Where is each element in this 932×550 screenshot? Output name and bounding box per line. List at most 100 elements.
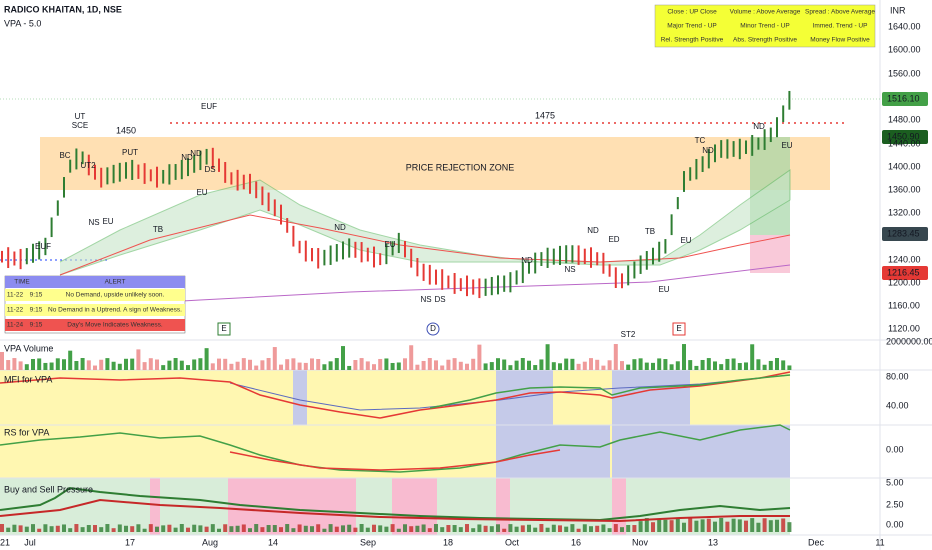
signal-label: SCE <box>72 121 88 130</box>
alert-cell: 9:15 <box>30 292 43 299</box>
info-cell: Rel. Strength Positive <box>661 37 724 44</box>
volume-bar <box>310 358 314 370</box>
volume-bar <box>527 360 531 370</box>
pressure-bar <box>0 524 4 532</box>
event-marker <box>217 322 231 336</box>
volume-bar <box>266 358 271 370</box>
volume-bar <box>675 361 680 370</box>
pressure-bar <box>558 525 562 532</box>
volume-bar <box>545 344 550 370</box>
signal-label: ND <box>587 226 599 235</box>
pressure-bar <box>161 525 166 532</box>
pressure-bar <box>68 528 73 532</box>
volume-bar <box>496 358 500 370</box>
x-tick-label: 14 <box>268 537 278 547</box>
info-table-bg <box>654 4 876 48</box>
pressure-bar <box>415 525 420 532</box>
volume-bar <box>558 363 562 370</box>
pressure-bar <box>37 528 42 532</box>
volume-bar <box>483 363 488 370</box>
volume-bar <box>613 344 618 370</box>
pressure-bar <box>198 525 203 532</box>
alert-row <box>5 319 185 331</box>
pane-title: Buy and Sell Pressure <box>4 484 93 494</box>
volume-bar <box>502 359 507 370</box>
pressure-bar <box>210 524 215 532</box>
pressure-bar <box>787 522 792 532</box>
volume-bar <box>607 360 612 370</box>
pressure-bar <box>192 524 197 532</box>
pressure-bar <box>372 524 376 532</box>
pressure-bar <box>409 526 414 532</box>
volume-bar <box>756 359 761 370</box>
signal-label: UT2 <box>80 161 96 170</box>
volume-bar <box>737 363 742 370</box>
pressure-bar <box>626 525 631 532</box>
signal-label: EU <box>102 217 113 226</box>
pressure-bar <box>291 528 296 532</box>
x-tick-label: 13 <box>708 537 718 547</box>
volume-bar <box>229 363 234 370</box>
volume-bar <box>328 361 333 370</box>
currency: INR <box>890 5 906 15</box>
volume-bar <box>334 358 339 370</box>
pressure-bar <box>613 524 618 532</box>
signal-label: ND <box>190 149 202 158</box>
pressure-bar <box>458 527 463 532</box>
pressure-bar <box>62 524 66 532</box>
pressure-bar <box>179 524 184 532</box>
pressure-bar <box>762 518 767 532</box>
pressure-bar <box>768 520 773 532</box>
pressure-bar <box>576 528 581 532</box>
pressure-bar <box>111 528 116 532</box>
pressure-bar <box>359 524 364 532</box>
pressure-bar <box>688 518 693 532</box>
volume-bar <box>161 365 166 370</box>
pressure-bar <box>229 526 234 532</box>
pressure-bar <box>700 519 705 532</box>
volume-bar <box>37 358 42 370</box>
pressure-bar <box>564 526 569 532</box>
pane-tick: 0.00 <box>886 519 904 529</box>
alert-header: TIME <box>14 279 30 286</box>
volume-bar <box>390 362 395 370</box>
volume-bar <box>204 348 209 370</box>
volume-bar <box>632 359 637 370</box>
pressure-bar <box>669 520 674 532</box>
ma-band <box>59 169 791 276</box>
mfi-band <box>293 370 307 425</box>
pane-title: MFI for VPA <box>4 374 52 384</box>
pressure-bar <box>347 524 352 532</box>
mfi-line-up <box>429 374 791 409</box>
signal-label: TC <box>695 136 706 145</box>
zone-label: PRICE REJECTION ZONE <box>406 162 515 172</box>
volume-bar <box>465 363 469 370</box>
volume-bar <box>775 358 779 370</box>
volume-bar <box>248 359 252 370</box>
price-badge <box>882 130 928 144</box>
volume-bar <box>111 361 116 370</box>
pressure-bar <box>452 525 457 532</box>
volume-bar <box>768 360 773 370</box>
volume-bar <box>136 349 141 370</box>
alert-cell: Day's Move Indicates Weakness. <box>67 322 163 329</box>
volume-bar <box>148 358 153 370</box>
pressure-bar <box>781 518 786 532</box>
pressure-bar <box>241 524 246 532</box>
bsp-band <box>392 478 437 535</box>
pressure-bar <box>74 524 79 532</box>
info-cell: Volume : Above Average <box>730 9 801 16</box>
pressure-bar <box>477 524 482 532</box>
volume-bar <box>192 359 197 370</box>
volume-bar <box>638 358 643 370</box>
price-badge-label: 1516.10 <box>887 93 920 103</box>
volume-bar <box>700 359 705 370</box>
volume-bar <box>260 360 265 370</box>
signal-label: EUF <box>35 242 51 251</box>
pressure-bar <box>421 524 426 532</box>
x-tick-label: Dec <box>808 537 825 547</box>
rejection-zone <box>40 137 830 190</box>
volume-bar <box>86 360 91 370</box>
pressure-bar <box>148 524 153 532</box>
